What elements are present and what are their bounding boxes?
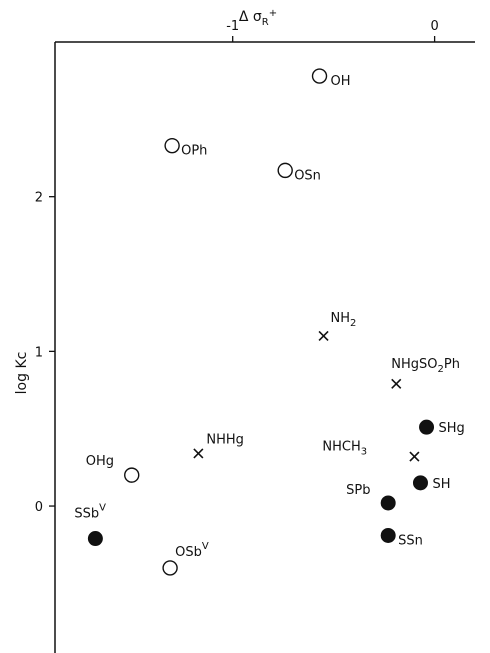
point-sh bbox=[412, 475, 428, 491]
x-axis-title-main: Δ σR+ bbox=[239, 8, 277, 28]
point-label-osbv: OSbV bbox=[175, 541, 209, 560]
point-oph bbox=[164, 137, 180, 154]
y-axis-title: log Kc bbox=[14, 352, 30, 395]
point-nhch3 bbox=[409, 451, 420, 462]
y-tick-group: 0 1 2 bbox=[35, 191, 55, 515]
x-axis-title-symbol: Δ σ bbox=[239, 9, 262, 25]
point-label-ohg: OHg bbox=[86, 454, 114, 469]
point-nhgso2ph bbox=[391, 378, 402, 389]
point-nhhg bbox=[193, 448, 204, 459]
point-label-ssn: SSn bbox=[398, 533, 423, 548]
y-tick-label: 2 bbox=[35, 191, 43, 206]
point-oh bbox=[311, 68, 328, 84]
point-shg bbox=[419, 419, 435, 435]
y-tick-label: 1 bbox=[35, 345, 43, 360]
point-spb bbox=[380, 495, 396, 511]
y-axis: 0 1 2 log Kc bbox=[14, 42, 56, 653]
x-axis-title: Δ σR+ bbox=[239, 8, 277, 28]
point-label-nhhg: NHHg bbox=[206, 432, 244, 447]
point-nh2 bbox=[318, 330, 329, 341]
point-label-nhch3: NHCH3 bbox=[322, 440, 367, 458]
point-label-oph: OPh bbox=[181, 144, 207, 159]
point-ssn bbox=[380, 527, 396, 543]
y-tick-label: 0 bbox=[35, 500, 43, 515]
point-label-nh2: NH2 bbox=[331, 311, 357, 329]
point-labels: OH OPh OSn NH2 NHgSO2Ph SHg NHHg NHCH3 OHg SH SPb S… bbox=[74, 74, 464, 560]
x-axis: -1 0 Δ σR+ bbox=[55, 8, 475, 43]
x-axis-title-subscript: R bbox=[262, 17, 269, 28]
x-tick-group: -1 0 bbox=[226, 19, 439, 42]
point-ohg bbox=[124, 467, 140, 483]
data-points bbox=[87, 68, 435, 576]
point-label-ssbv: SSbV bbox=[74, 503, 106, 522]
point-label-oh: OH bbox=[331, 74, 351, 89]
x-tick-label: -1 bbox=[226, 19, 239, 34]
point-ssbv bbox=[87, 531, 103, 547]
point-label-shg: SHg bbox=[439, 421, 465, 436]
point-osbv bbox=[162, 560, 178, 576]
point-label-sh: SH bbox=[432, 477, 450, 492]
point-label-nhgso2ph: NHgSO2Ph bbox=[391, 357, 460, 375]
x-tick-label: 0 bbox=[430, 19, 438, 34]
x-axis-title-superscript: + bbox=[269, 8, 277, 19]
point-osn bbox=[277, 162, 293, 179]
point-label-osn: OSn bbox=[294, 168, 321, 183]
point-label-spb: SPb bbox=[346, 483, 370, 498]
